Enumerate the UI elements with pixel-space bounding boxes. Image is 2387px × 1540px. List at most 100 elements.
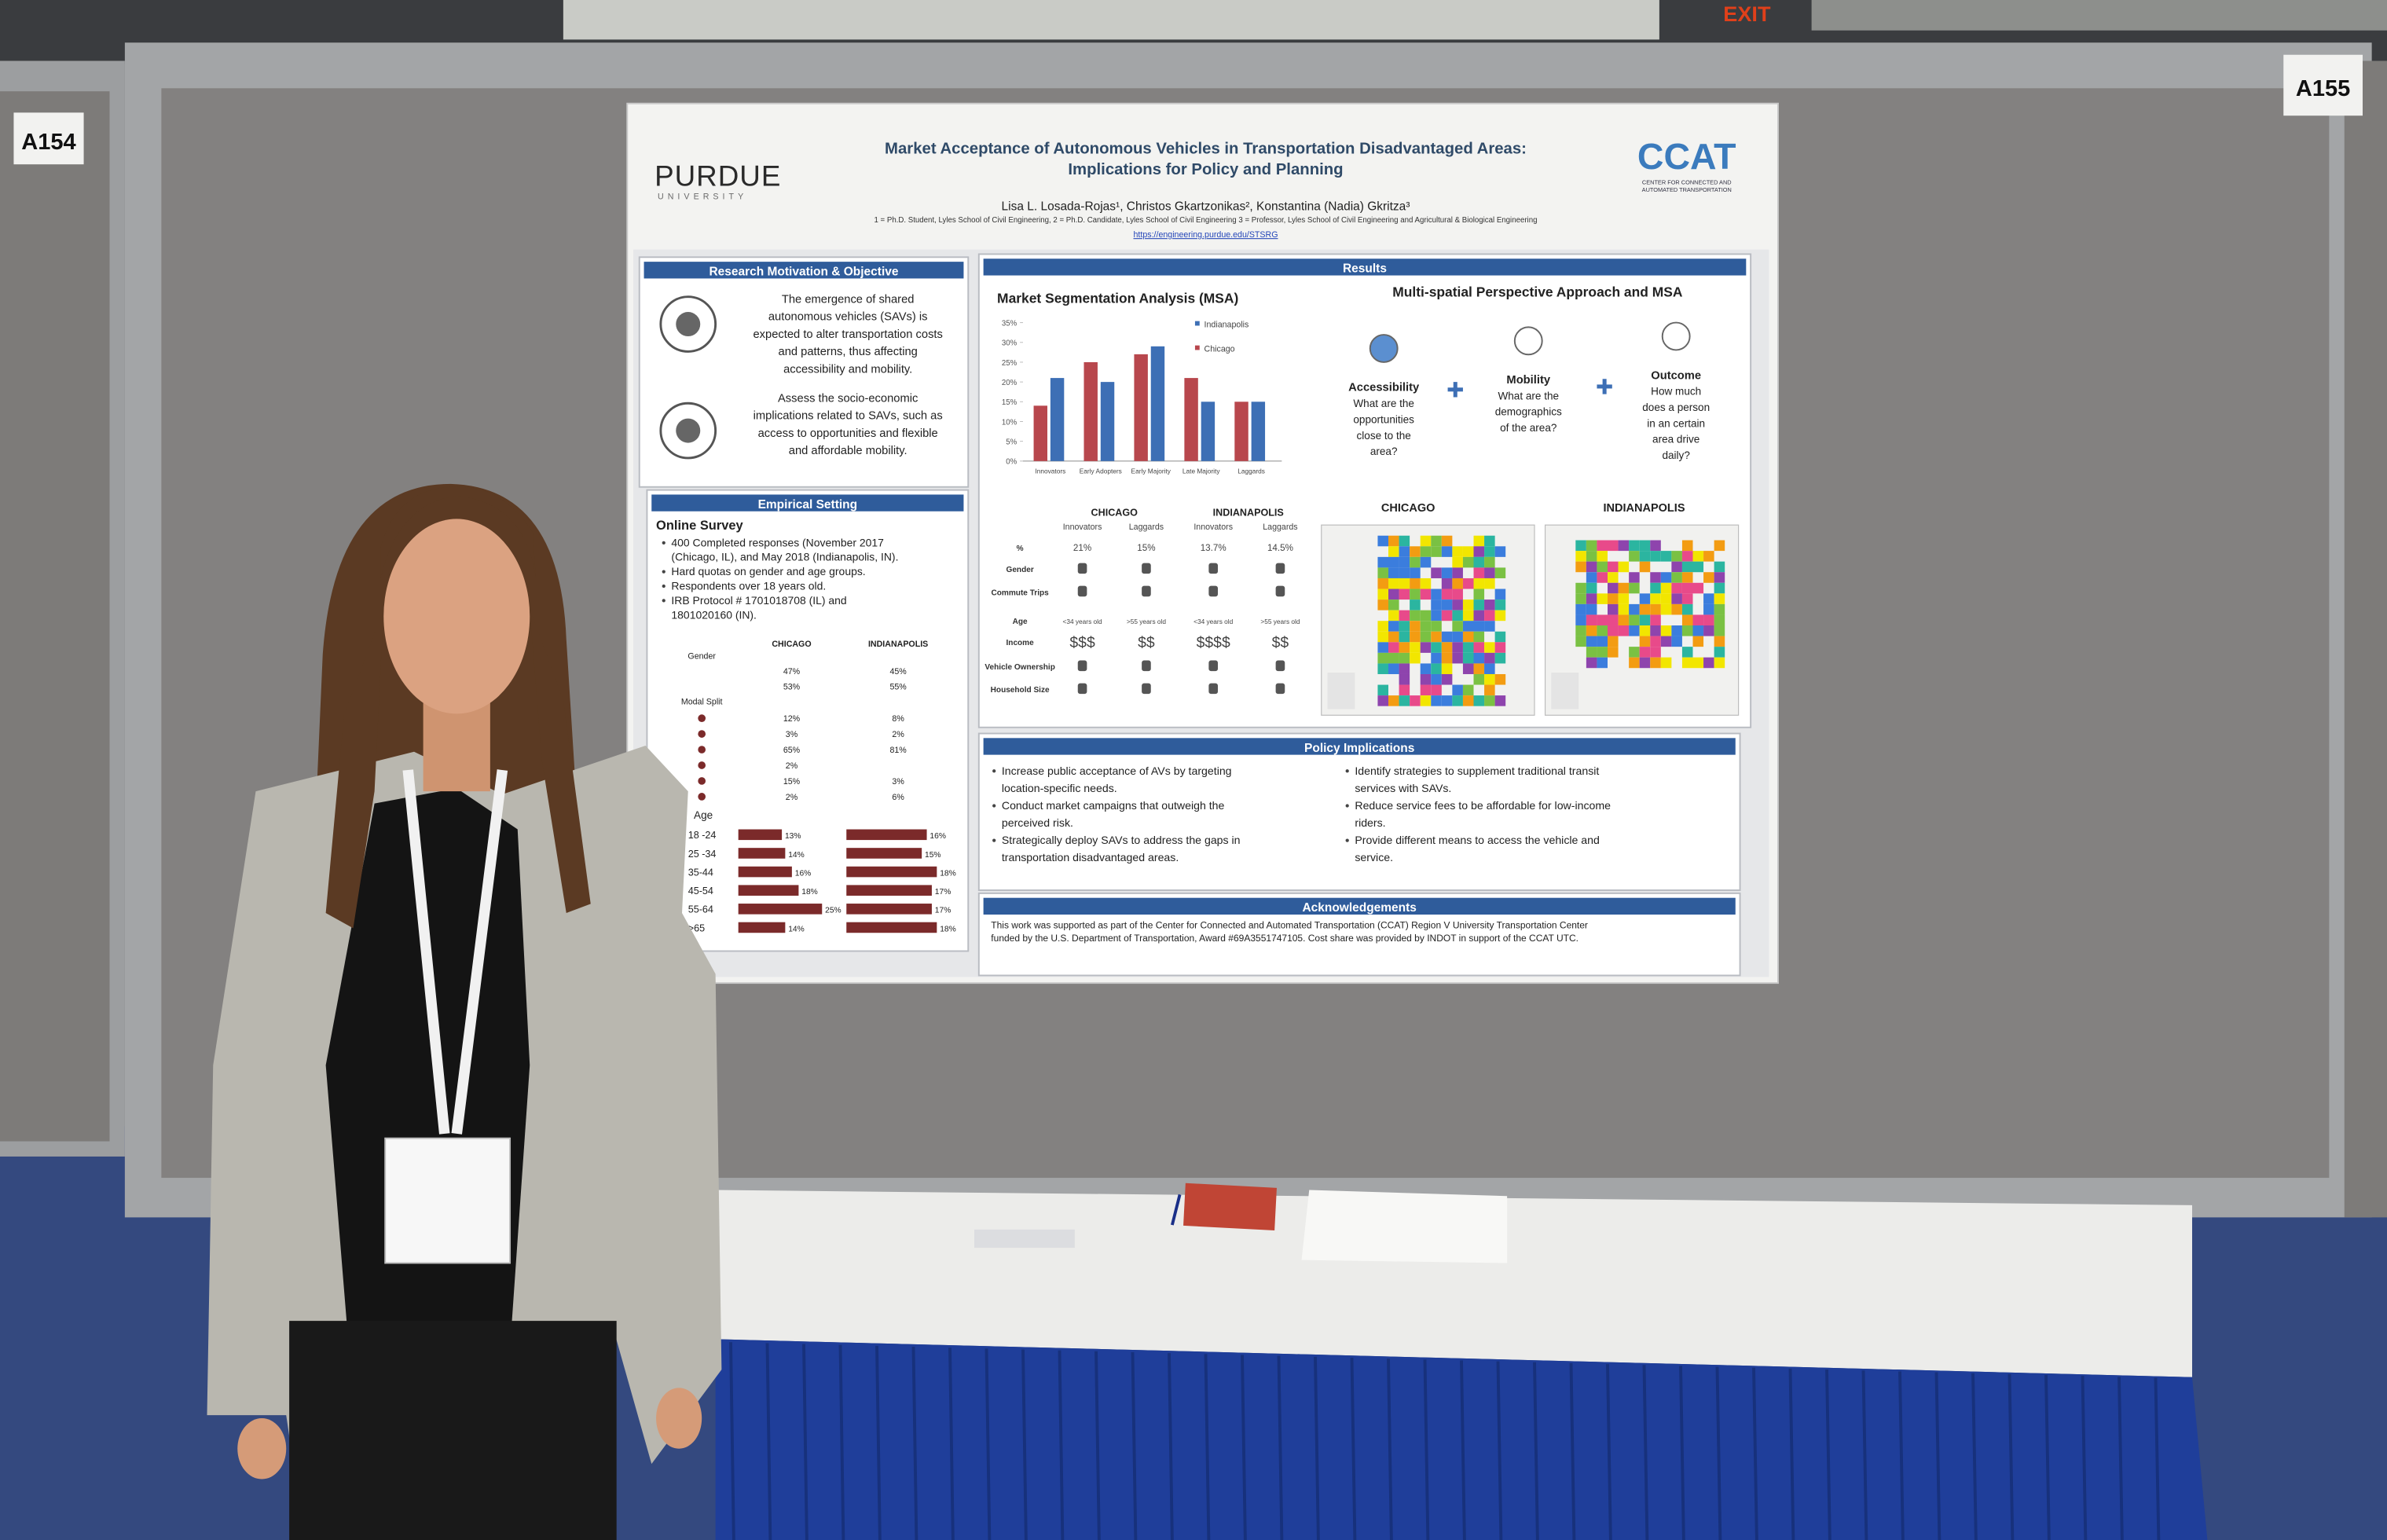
cell: 13.7% — [1201, 543, 1226, 553]
map-tract — [1618, 603, 1630, 615]
map-tract — [1650, 657, 1661, 669]
map-tract — [1462, 578, 1474, 589]
age-bar — [738, 904, 823, 915]
panel-heading: Results — [1343, 262, 1387, 276]
map-tract — [1629, 647, 1640, 658]
row-label: Gender — [688, 652, 716, 662]
map-tract — [1420, 546, 1432, 557]
map-tract — [1692, 614, 1704, 626]
map-tract — [1388, 652, 1399, 664]
y-tick-label: 25% — [1002, 359, 1018, 368]
map-tract — [1462, 546, 1474, 557]
cell: $$ — [1272, 634, 1289, 651]
map-tract — [1410, 642, 1421, 653]
map-tract — [1399, 684, 1410, 696]
map-tract — [1484, 621, 1495, 632]
age-label: 45-54 — [688, 886, 713, 896]
map-tract — [1650, 540, 1661, 552]
exit-sign: EXIT — [1723, 2, 1771, 26]
legend-label: Indianapolis — [1204, 320, 1249, 329]
column-subheader: Innovators — [1063, 522, 1102, 532]
x-tick-label: Early Majority — [1131, 467, 1172, 475]
map-tract — [1441, 631, 1453, 643]
map-tract — [1681, 614, 1693, 626]
map-tract — [1639, 593, 1651, 604]
bullet-text: service. — [1355, 851, 1393, 864]
map-tract — [1618, 561, 1630, 573]
map-tract — [1494, 610, 1506, 622]
item-question: of the area? — [1500, 422, 1557, 434]
map-tract — [1586, 603, 1597, 615]
map-tract — [1639, 657, 1651, 669]
row-label: Age — [694, 809, 713, 821]
item-question: How much — [1651, 386, 1701, 398]
lanyard — [402, 769, 508, 1135]
value-label: 17% — [935, 907, 952, 915]
paragraph: Assess the socio-economic — [778, 392, 918, 405]
map-tract — [1410, 631, 1421, 643]
map-tract — [1692, 625, 1704, 636]
icon — [1369, 334, 1399, 363]
skirt-pleat — [2118, 1377, 2124, 1540]
skirt-pleat — [1058, 1350, 1065, 1540]
map-tract — [1452, 600, 1463, 610]
item-name: Outcome — [1651, 369, 1701, 382]
map-tract — [1671, 551, 1682, 562]
map-tract — [1608, 593, 1619, 604]
cell-icon — [1208, 683, 1218, 695]
map-tract — [1452, 556, 1463, 568]
cell-icon — [1077, 563, 1087, 574]
booth-sign — [2283, 54, 2363, 116]
map-tract — [1462, 663, 1474, 674]
map-tract — [1420, 588, 1432, 600]
hair-strand — [325, 608, 384, 929]
map-tract — [1692, 582, 1704, 594]
value-label: 17% — [935, 888, 952, 896]
map-tract — [1410, 600, 1421, 610]
mode-icon — [698, 746, 706, 754]
map-tract — [1431, 684, 1442, 696]
skirt-pleat — [1168, 1353, 1174, 1540]
age-bar — [846, 904, 932, 915]
bar — [1134, 354, 1148, 461]
map-tract — [1586, 614, 1597, 626]
cell-icon — [1142, 563, 1151, 574]
map-tract — [1681, 561, 1693, 573]
map-tract — [1608, 561, 1619, 573]
acknowledgement-text: This work was supported as part of the C… — [991, 919, 1588, 930]
map-tract — [1399, 588, 1410, 600]
map-tract — [1399, 556, 1410, 568]
value-label: 14% — [788, 925, 805, 933]
map-tract — [1420, 673, 1432, 685]
pen — [1170, 1194, 1182, 1226]
bar — [1251, 402, 1266, 461]
map-tract — [1650, 593, 1661, 604]
item-name: Accessibility — [1348, 382, 1420, 394]
map-tract — [1410, 578, 1421, 589]
value-label: 18% — [940, 925, 956, 933]
table-top — [715, 1190, 2192, 1377]
icon — [1661, 321, 1691, 351]
affiliations: 1 = Ph.D. Student, Lyles School of Civil… — [874, 216, 1538, 225]
plus — [1453, 382, 1458, 398]
y-tick-label: 0% — [1006, 458, 1017, 467]
map-tract — [1639, 561, 1651, 573]
map-tract — [1473, 663, 1485, 674]
cell-icon — [1275, 585, 1285, 597]
y-tick-label: 35% — [1002, 319, 1018, 328]
skirt-pleat — [1131, 1351, 1138, 1540]
map-tract — [1484, 684, 1495, 696]
map-tract — [1608, 614, 1619, 626]
map-tract — [1629, 551, 1640, 562]
map-tract — [1639, 614, 1651, 626]
bar — [1050, 378, 1065, 461]
map-tract — [1473, 695, 1485, 706]
cell-icon — [1077, 660, 1087, 672]
map-tract — [1377, 535, 1388, 547]
value-label: 14% — [788, 851, 805, 860]
map-tract — [1660, 625, 1672, 636]
paragraph: access to opportunities and flexible — [758, 427, 938, 440]
panel-heading-bar — [983, 897, 1736, 915]
map-tract — [1388, 578, 1399, 589]
